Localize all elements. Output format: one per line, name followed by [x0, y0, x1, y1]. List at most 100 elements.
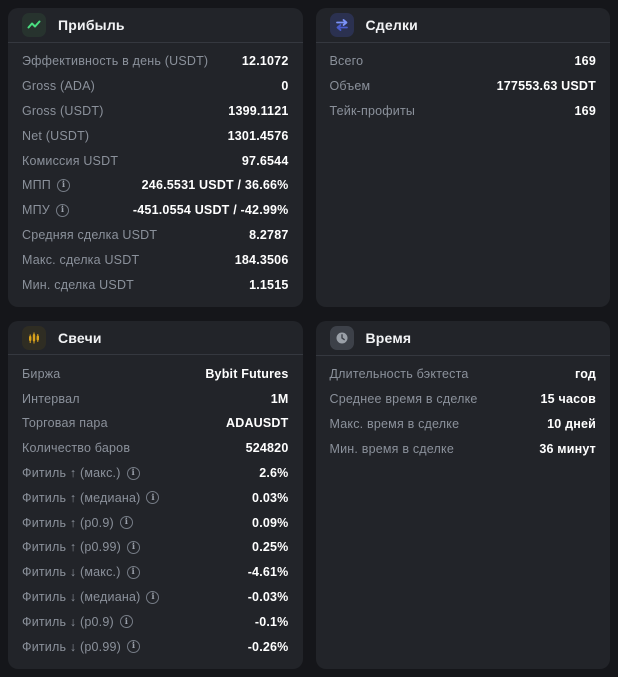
stat-value: ADAUSDT	[225, 416, 289, 431]
stat-label-wrap: Gross (USDT)	[22, 104, 104, 118]
panel-time-header: Время	[315, 321, 610, 356]
info-icon[interactable]: i	[119, 615, 133, 629]
stat-label: МПП	[22, 178, 51, 193]
stat-label: Макс. время в сделке	[329, 416, 460, 431]
info-icon[interactable]: i	[146, 590, 160, 604]
stat-label-wrap: МПП i	[22, 178, 70, 192]
info-icon[interactable]: i	[146, 491, 160, 505]
stat-value: 8.2787	[249, 227, 289, 242]
stat-label-wrap: Макс. сделка USDT	[22, 253, 139, 267]
stat-label-wrap: Среднее время в сделке	[330, 392, 478, 406]
stat-value: -451.0554 USDT / -42.99%	[132, 203, 289, 218]
stat-row: Gross (ADA) 0	[8, 74, 303, 99]
panel-title: Сделки	[365, 17, 418, 33]
swap-arrows-icon	[329, 13, 354, 37]
stat-label: Фитиль ↑ (p0.99)	[22, 540, 122, 555]
stat-label-wrap: Фитиль ↑ (p0.9) i	[22, 516, 133, 530]
panel-trades-rows: Всего 169 Объем 177553.63 USDT Тейк-профиты 1…	[316, 43, 611, 133]
stat-label: Объем	[329, 79, 371, 94]
stat-label-wrap: Эффективность в день (USDT)	[22, 54, 208, 68]
stat-value: год	[574, 367, 596, 382]
info-icon[interactable]: i	[127, 640, 141, 654]
info-icon[interactable]: i	[127, 540, 141, 554]
stat-row: Фитиль ↑ (макс.) i 2.6%	[8, 461, 303, 486]
stat-label-wrap: Мин. сделка USDT	[22, 278, 134, 292]
stat-label-wrap: Биржа	[22, 367, 60, 381]
stat-row: Всего 169	[316, 49, 611, 74]
stat-row: Фитиль ↑ (медиана) i 0.03%	[8, 485, 303, 510]
stat-label: Мин. сделка USDT	[22, 277, 135, 292]
info-icon[interactable]: i	[119, 516, 133, 530]
panel-trades-header: Сделки	[315, 8, 610, 43]
stat-label: Торговая пара	[22, 416, 108, 431]
stat-row: Среднее время в сделке 15 часов	[316, 387, 611, 412]
stat-row: Мин. время в сделке 36 минут	[316, 436, 611, 461]
stat-value: 2.6%	[259, 466, 289, 481]
stat-row: Фитиль ↓ (p0.99) i -0.26%	[8, 634, 303, 659]
panel-title: Прибыль	[58, 17, 125, 33]
stat-label-wrap: Net (USDT)	[22, 129, 89, 143]
stat-value: -0.26%	[247, 639, 289, 654]
stat-row: Торговая пара ADAUSDT	[8, 411, 303, 436]
stat-value: 15 часов	[540, 392, 596, 407]
stat-row: Фитиль ↓ (p0.9) i -0.1%	[8, 609, 303, 634]
stat-value: 12.1072	[241, 54, 289, 69]
panel-profit-rows: Эффективность в день (USDT) 12.1072 Gross …	[8, 43, 303, 307]
info-icon[interactable]: i	[126, 466, 140, 480]
stat-label-wrap: Мин. время в сделке	[330, 442, 454, 456]
panel-profit: Прибыль Эффективность в день (USDT) 12.10…	[8, 8, 303, 307]
stat-value: 1.1515	[249, 277, 289, 292]
info-icon[interactable]: i	[126, 565, 140, 579]
stat-label-wrap: Длительность бэктеста	[330, 367, 469, 381]
stat-value: 1M	[270, 391, 289, 406]
stat-label: Средняя сделка USDT	[22, 227, 158, 242]
panel-time-rows: Длительность бэктеста год Среднее время в …	[316, 356, 611, 471]
panel-profit-header: Прибыль	[8, 8, 303, 43]
stat-label: Фитиль ↓ (макс.)	[22, 565, 121, 580]
info-icon[interactable]: i	[56, 178, 70, 192]
stat-label: Фитиль ↓ (p0.9)	[22, 614, 114, 629]
stat-row: Эффективность в день (USDT) 12.1072	[8, 49, 303, 74]
stat-label: Gross (USDT)	[22, 103, 104, 118]
stat-row: МПУ i -451.0554 USDT / -42.99%	[8, 198, 303, 223]
stat-row: Net (USDT) 1301.4576	[8, 123, 303, 148]
stat-label-wrap: Фитиль ↓ (макс.) i	[22, 565, 140, 579]
stat-value: 246.5531 USDT / 36.66%	[141, 178, 289, 193]
stat-label: Фитиль ↑ (медиана)	[22, 490, 141, 505]
stat-value: 36 минут	[539, 441, 596, 456]
stat-label: Биржа	[22, 366, 61, 381]
stat-label: Фитиль ↑ (макс.)	[22, 466, 121, 481]
stat-row: Средняя сделка USDT 8.2787	[8, 223, 303, 248]
stat-label-wrap: Фитиль ↑ (макс.) i	[22, 466, 140, 480]
stat-row: Фитиль ↑ (p0.99) i 0.25%	[8, 535, 303, 560]
stat-label-wrap: Фитиль ↑ (p0.99) i	[22, 540, 141, 555]
stat-value: -4.61%	[247, 565, 289, 580]
stat-value: 97.6544	[241, 153, 289, 168]
panel-title: Свечи	[58, 329, 102, 346]
info-icon[interactable]: i	[55, 203, 69, 217]
stat-row: Тейк-профиты 169	[316, 99, 611, 124]
stat-label-wrap: Интервал	[22, 392, 80, 406]
stat-label: Gross (ADA)	[22, 79, 96, 94]
stat-label-wrap: Фитиль ↓ (медиана) i	[22, 590, 160, 604]
stat-row: Биржа Bybit Futures	[8, 361, 303, 386]
stat-label-wrap: Фитиль ↑ (медиана) i	[22, 490, 160, 505]
stat-row: Фитиль ↓ (макс.) i -4.61%	[8, 560, 303, 585]
stat-row: МПП i 246.5531 USDT / 36.66%	[8, 173, 303, 198]
stat-row: Комиссия USDT 97.6544	[8, 148, 303, 173]
stat-label: Мин. время в сделке	[329, 441, 454, 456]
stat-value: 177553.63 USDT	[496, 79, 596, 94]
clock-icon	[329, 325, 354, 350]
stat-row: Gross (USDT) 1399.1121	[8, 99, 303, 124]
stat-value: -0.03%	[247, 590, 289, 604]
stat-label-wrap: Фитиль ↓ (p0.99) i	[22, 639, 141, 654]
stat-row: Макс. время в сделке 10 дней	[316, 412, 611, 437]
candlestick-icon	[22, 325, 46, 350]
stat-label-wrap: Количество баров	[22, 441, 130, 455]
stat-value: 524820	[245, 441, 289, 456]
stat-value: 0.03%	[252, 490, 289, 505]
stat-label: Фитиль ↓ (p0.99)	[22, 639, 122, 654]
stat-label: Комиссия USDT	[22, 153, 119, 168]
stat-label-wrap: Фитиль ↓ (p0.9) i	[22, 615, 133, 629]
stat-label: Фитиль ↓ (медиана)	[22, 590, 141, 604]
